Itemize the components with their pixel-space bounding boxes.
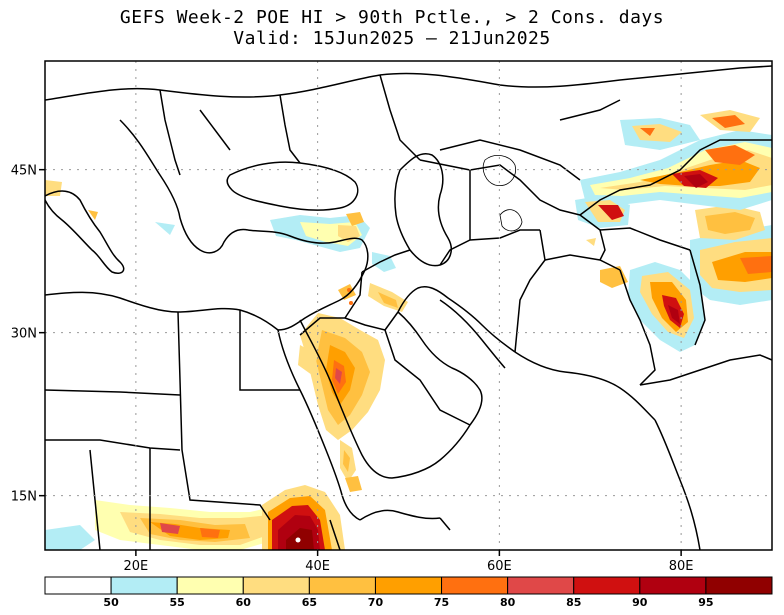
probability-shading (45, 110, 772, 550)
map-frame (44, 60, 773, 551)
lat-tick-label: 45N (11, 164, 37, 179)
colorbar-label: 70 (368, 596, 384, 609)
hotspot-north-india-tibet (690, 205, 772, 305)
colorbar-swatch (507, 576, 575, 595)
colorbar-swatch (308, 576, 376, 595)
colorbar-swatch (573, 576, 641, 595)
colorbar-label: 95 (698, 596, 713, 609)
colorbar-swatch (176, 576, 244, 595)
colorbar-swatch (441, 576, 509, 595)
colorbar-swatch (639, 576, 707, 595)
hotspot-iraq-syria (338, 252, 408, 312)
colorbar-label: 55 (170, 596, 185, 609)
hotspot-ethiopia (262, 476, 362, 550)
hotspot-saudi-arabia (298, 313, 385, 482)
hotspot-kyrgyzstan (575, 195, 630, 246)
colorbar-label: 90 (632, 596, 648, 609)
lon-tick-label: 80E (669, 559, 694, 574)
colorbar-swatch (44, 576, 112, 595)
inland-water (482, 155, 523, 232)
colorbar-swatch (705, 576, 773, 595)
colorbar-swatch (374, 576, 443, 595)
colorbar-label: 65 (302, 596, 317, 609)
gridlines (45, 61, 772, 550)
colorbar-label: 75 (434, 596, 449, 609)
lon-tick-label: 60E (487, 559, 512, 574)
colorbar-swatch (110, 576, 178, 595)
lat-tick-label: 30N (11, 327, 37, 342)
lat-tick-label: 15N (11, 490, 37, 505)
hotspot-xinjiang (580, 110, 772, 210)
colorbar-label: 60 (236, 596, 252, 609)
hotspot-italy (45, 180, 175, 235)
hotspot-sahel (45, 500, 290, 550)
colorbar-label: 80 (500, 596, 516, 609)
hotspot-pakistan (600, 262, 705, 352)
colorbar: 50 55 60 65 70 75 80 85 90 95 (44, 576, 773, 609)
colorbar-label: 85 (566, 596, 581, 609)
colorbar-swatch (242, 576, 310, 595)
lon-tick-label: 40E (305, 559, 330, 574)
hotspot-caucasus (270, 212, 370, 252)
country-borders (45, 65, 772, 550)
colorbar-label: 50 (103, 596, 119, 609)
lon-tick-label: 20E (123, 559, 148, 574)
map-axes: 45N 30N 15N 20E 40E 60E 80E (11, 164, 694, 574)
map-title: GEFS Week-2 POE HI > 90th Pctle., > 2 Co… (119, 7, 665, 28)
map-valid-dates: Valid: 15Jun2025 – 21Jun2025 (233, 28, 551, 49)
